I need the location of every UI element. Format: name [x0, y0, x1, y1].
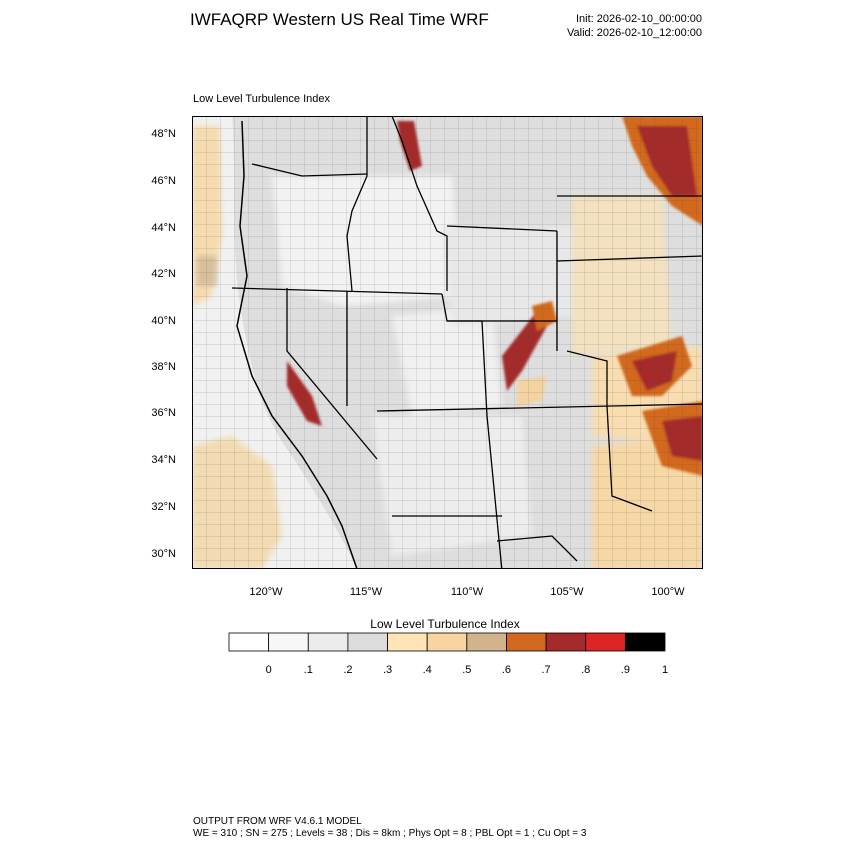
- map-frame: [192, 116, 703, 569]
- colorbar-label: .8: [581, 664, 591, 676]
- colorbar-cell: [426, 632, 468, 652]
- colorbar-label: .6: [501, 664, 512, 676]
- colorbar-cell: [268, 632, 309, 652]
- colorbar: [228, 632, 666, 652]
- lon-label-105w: 105°W: [550, 586, 584, 598]
- lat-label-46n: 46°N: [151, 175, 176, 187]
- colorbar-label: 0: [265, 664, 272, 676]
- map-title: IWFAQRP Western US Real Time WRF: [190, 10, 489, 29]
- footer-model-line: OUTPUT FROM WRF V4.6.1 MODEL: [193, 816, 362, 827]
- lat-label-48n: 48°N: [151, 128, 176, 140]
- colorbar-label: .5: [462, 664, 472, 676]
- colorbar-label: .2: [343, 664, 353, 676]
- lat-label-44n: 44°N: [151, 222, 176, 234]
- colorbar-cell: [228, 632, 270, 652]
- init-time: Init: 2026-02-10_00:00:00: [576, 13, 702, 25]
- lat-label-40n: 40°N: [151, 315, 176, 327]
- colorbar-cell: [387, 632, 428, 652]
- colorbar-cell: [466, 632, 507, 652]
- colorbar-label: .4: [422, 664, 432, 676]
- coastline: [236, 120, 358, 569]
- lat-label-32n: 32°N: [151, 501, 176, 513]
- valid-time: Valid: 2026-02-10_12:00:00: [567, 27, 702, 39]
- colorbar-cell: [347, 632, 388, 652]
- colorbar-label: .1: [303, 664, 313, 676]
- footer-config-line: WE = 310 ; SN = 275 ; Levels = 38 ; Dis …: [193, 828, 587, 839]
- colorbar-label: .7: [541, 664, 551, 676]
- colorbar-cell: [545, 632, 587, 652]
- colorbar-title: Low Level Turbulence Index: [370, 617, 520, 631]
- lat-label-42n: 42°N: [151, 268, 176, 280]
- lon-label-110w: 110°W: [450, 586, 484, 598]
- lon-label-120w: 120°W: [249, 586, 283, 598]
- lat-label-36n: 36°N: [151, 407, 176, 419]
- colorbar-label: .9: [620, 664, 630, 676]
- lon-label-100w: 100°W: [651, 586, 685, 598]
- lat-label-38n: 38°N: [151, 361, 176, 373]
- lon-label-115w: 115°W: [349, 586, 383, 598]
- colorbar-cell: [506, 632, 547, 652]
- colorbar-cell: [585, 632, 626, 652]
- state-borders: [231, 116, 703, 569]
- field-subtitle: Low Level Turbulence Index: [193, 93, 330, 105]
- colorbar-cell: [307, 632, 349, 652]
- lat-label-30n: 30°N: [151, 548, 176, 560]
- county-lines: [192, 116, 703, 569]
- colorbar-label: 1: [661, 664, 669, 676]
- lat-label-34n: 34°N: [151, 454, 176, 466]
- turbulence-map: [192, 116, 703, 569]
- colorbar-label: .3: [382, 664, 393, 676]
- colorbar-cell: [624, 632, 666, 652]
